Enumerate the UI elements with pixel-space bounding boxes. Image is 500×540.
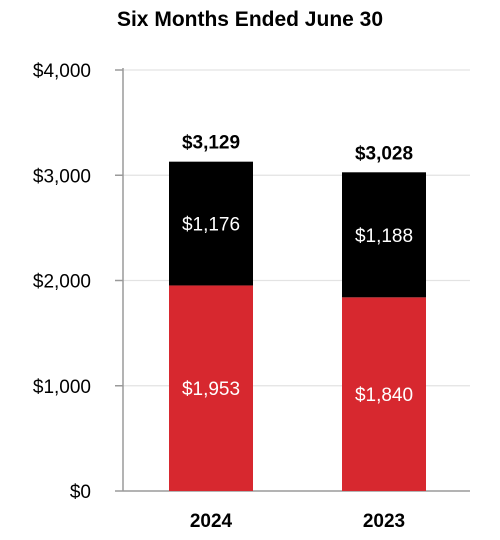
segment-value-label: $1,188: [355, 226, 413, 247]
x-tick-label: 2023: [363, 511, 405, 532]
segment-value-label: $1,840: [355, 385, 413, 406]
y-tick-label: $2,000: [33, 272, 91, 293]
segment-value-label: $1,176: [182, 215, 240, 236]
total-label: $3,129: [182, 133, 240, 154]
bar-segment: [169, 161, 253, 286]
y-tick-label: $0: [70, 482, 91, 503]
bar-segment: [169, 285, 253, 491]
y-tick-label: $3,000: [33, 166, 91, 187]
y-tick-label: $4,000: [33, 61, 91, 82]
segment-value-label: $1,953: [182, 379, 240, 400]
bar-segment: [342, 297, 426, 491]
total-label: $3,028: [355, 143, 413, 164]
x-tick-label: 2024: [190, 511, 233, 532]
chart-title: Six Months Ended June 30: [116, 8, 384, 31]
y-tick-label: $1,000: [33, 377, 91, 398]
bar-segment: [342, 172, 426, 298]
